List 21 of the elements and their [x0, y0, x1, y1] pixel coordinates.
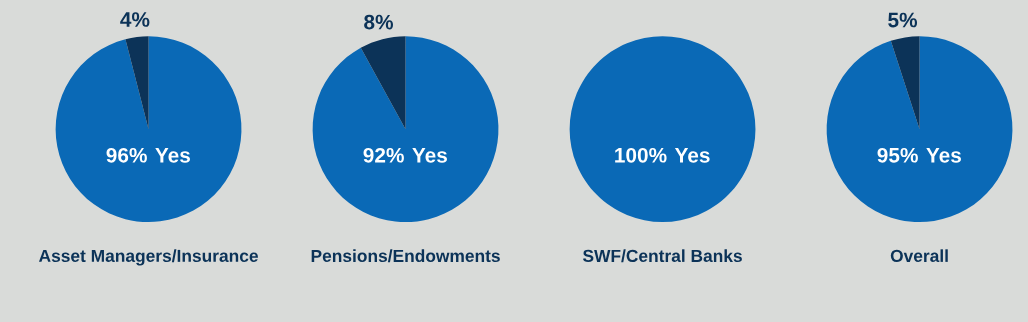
data-label: 5% [888, 12, 918, 28]
slice-label: Yes [674, 148, 710, 163]
pie-slice [360, 36, 406, 130]
data-label: 96% [106, 147, 147, 163]
text: SWF/Central Banks [582, 249, 742, 263]
slice-label: Yes [412, 148, 447, 163]
slice-label: Yes [926, 148, 961, 163]
data-label: 100% [615, 147, 667, 163]
data-label: 95% [877, 147, 918, 163]
slice-label: Yes [155, 148, 190, 163]
pie-slice [312, 36, 499, 223]
text: Asset Managers/Insurance [38, 249, 258, 266]
text: Overall [890, 249, 948, 263]
pie-slice [826, 36, 1013, 223]
pie-slice [55, 36, 242, 223]
pie-slice [890, 36, 920, 130]
pie-slice [125, 36, 149, 130]
data-label: 92% [363, 147, 404, 163]
data-label: 4% [120, 12, 150, 27]
text: Pensions/Endowments [311, 249, 500, 263]
data-label: 8% [364, 14, 394, 30]
